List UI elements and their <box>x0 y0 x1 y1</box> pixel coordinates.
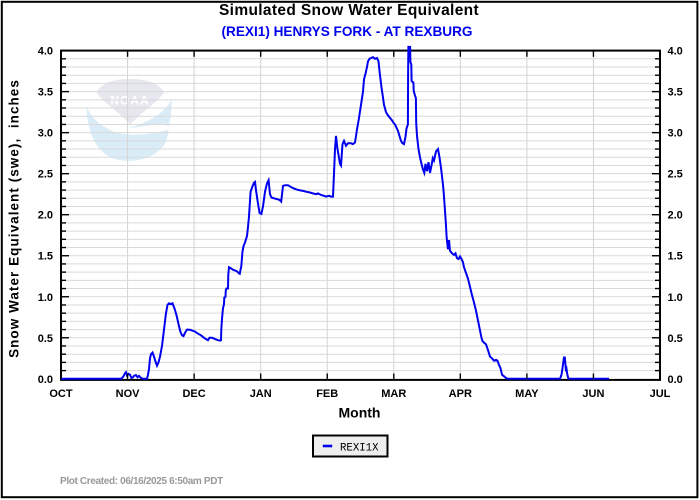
svg-text:2.0: 2.0 <box>38 210 53 222</box>
svg-text:1.5: 1.5 <box>38 251 53 263</box>
svg-text:MAR: MAR <box>381 388 406 400</box>
svg-text:Month: Month <box>339 405 381 421</box>
svg-text:REXI1X: REXI1X <box>340 443 379 455</box>
svg-text:MAY: MAY <box>515 388 539 400</box>
svg-text:2.5: 2.5 <box>668 169 683 181</box>
svg-text:0.0: 0.0 <box>38 374 53 386</box>
svg-text:0.5: 0.5 <box>38 333 53 345</box>
svg-text:4.0: 4.0 <box>668 46 683 58</box>
svg-text:2.0: 2.0 <box>668 210 683 222</box>
svg-text:APR: APR <box>449 388 472 400</box>
svg-text:JAN: JAN <box>250 388 272 400</box>
svg-text:Plot Created: 06/16/2025 6:50a: Plot Created: 06/16/2025 6:50am PDT <box>60 476 223 487</box>
svg-text:(REXI1) HENRYS FORK - AT REXBU: (REXI1) HENRYS FORK - AT REXBURG <box>222 24 473 39</box>
svg-text:1.0: 1.0 <box>38 292 53 304</box>
svg-text:1.0: 1.0 <box>668 292 683 304</box>
svg-text:0.0: 0.0 <box>668 374 683 386</box>
svg-text:3.5: 3.5 <box>668 87 683 99</box>
svg-text:NOAA: NOAA <box>110 94 149 108</box>
svg-text:3.5: 3.5 <box>38 87 53 99</box>
svg-text:2.5: 2.5 <box>38 169 53 181</box>
svg-text:1.5: 1.5 <box>668 251 683 263</box>
svg-text:JUL: JUL <box>650 388 671 400</box>
svg-text:3.0: 3.0 <box>38 128 53 140</box>
svg-text:3.0: 3.0 <box>668 128 683 140</box>
svg-text:OCT: OCT <box>49 388 73 400</box>
svg-text:4.0: 4.0 <box>38 46 53 58</box>
svg-text:DEC: DEC <box>182 388 205 400</box>
svg-text:Simulated Snow Water Equivalen: Simulated Snow Water Equivalent <box>219 2 479 19</box>
svg-text:NOV: NOV <box>116 388 141 400</box>
svg-text:0.5: 0.5 <box>668 333 683 345</box>
svg-text:Snow Water Equivalent (swe),: Snow Water Equivalent (swe), inches <box>6 79 21 358</box>
svg-text:JUN: JUN <box>582 388 604 400</box>
svg-text:FEB: FEB <box>316 388 338 400</box>
